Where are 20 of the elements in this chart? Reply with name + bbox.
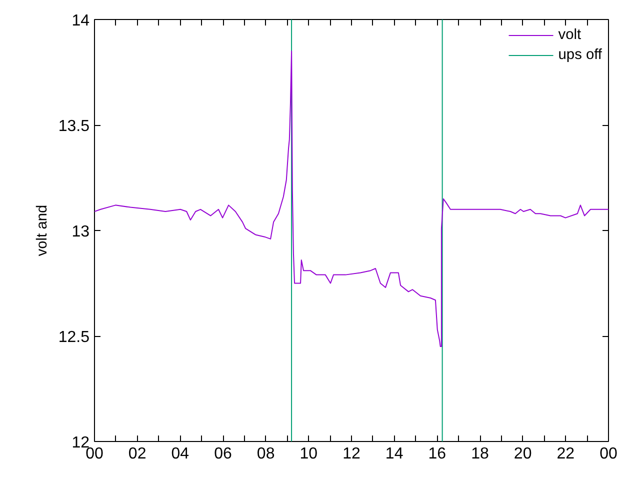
y-tick-label: 14 <box>72 12 90 30</box>
y-axis-title: volt and <box>34 204 50 256</box>
legend-label: volt <box>558 27 582 43</box>
x-tick-label: 04 <box>171 446 190 462</box>
y-tick-label: 13 <box>72 224 90 240</box>
x-tick-label: 14 <box>385 446 404 462</box>
legend-label: ups off <box>558 47 602 63</box>
x-tick-label: 16 <box>428 446 446 462</box>
x-tick-label: 00 <box>86 446 104 462</box>
x-tick-label: 22 <box>556 446 575 462</box>
x-tick-label: 06 <box>214 446 232 462</box>
x-tick-label: 08 <box>256 446 275 462</box>
x-tick-label: 10 <box>300 446 318 462</box>
x-tick-label: 02 <box>128 446 146 462</box>
y-tick-label: 13.5 <box>58 118 90 135</box>
x-tick-label: 18 <box>471 446 489 462</box>
x-tick-label: 12 <box>342 446 360 462</box>
x-tick-label: 20 <box>514 446 532 462</box>
y-tick-label: 12.5 <box>58 329 90 346</box>
x-tick-label: 00 <box>600 446 618 462</box>
